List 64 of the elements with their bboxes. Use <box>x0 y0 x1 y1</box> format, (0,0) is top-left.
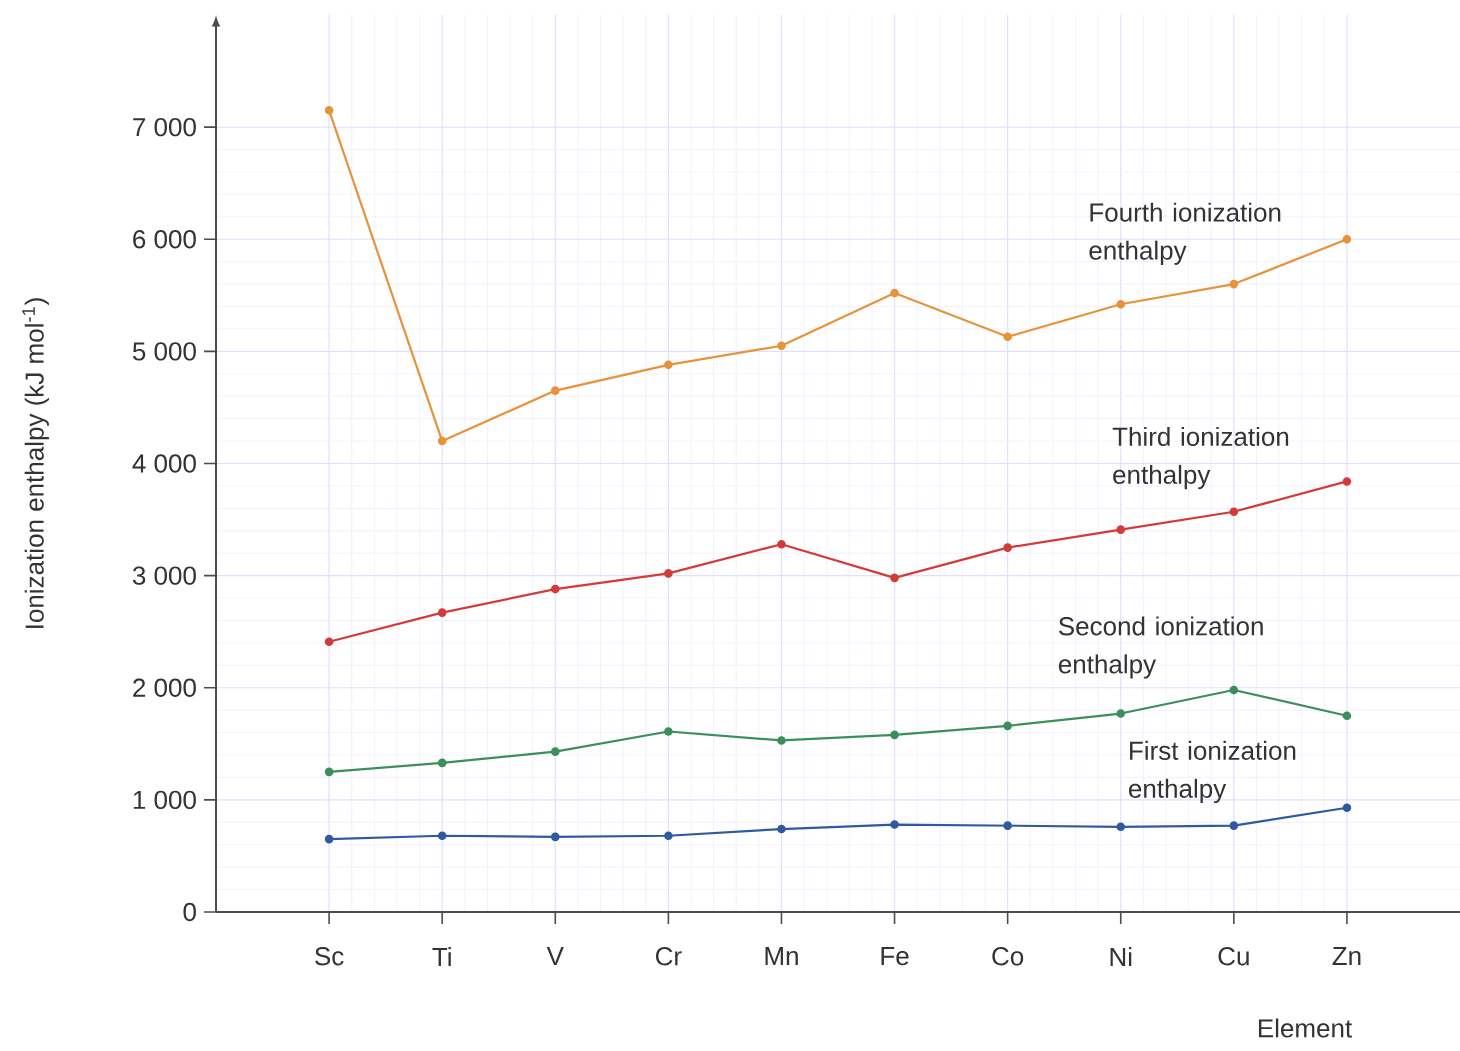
point <box>437 436 447 446</box>
y-tick-label: 6 000 <box>133 230 196 249</box>
point <box>777 824 786 834</box>
point <box>1229 685 1239 695</box>
point <box>437 831 447 841</box>
point <box>1003 721 1012 731</box>
point <box>1342 803 1352 813</box>
point <box>1342 711 1352 721</box>
point <box>1003 821 1012 830</box>
point <box>890 820 899 829</box>
point <box>324 767 334 777</box>
y-tick-label: 0 <box>183 902 196 922</box>
y-tick-label: 5 000 <box>132 342 196 361</box>
point <box>1229 507 1239 517</box>
x-tick-label: Cr <box>655 947 682 966</box>
x-tick-label: Ti <box>432 947 451 966</box>
series-label: First ionization enthalpy <box>1129 740 1296 804</box>
point <box>324 637 334 647</box>
point <box>890 573 899 583</box>
y-tick-label: 1 000 <box>133 790 196 810</box>
point <box>777 736 786 745</box>
point <box>437 608 447 617</box>
x-tick-label: Ni <box>1110 947 1132 966</box>
y-tick-label: 2 000 <box>133 678 196 697</box>
point <box>890 730 899 740</box>
x-tick-label: Cu <box>1218 947 1249 966</box>
series-label: Fourth ionization enthalpy <box>1089 202 1281 265</box>
point <box>324 834 334 844</box>
x-tick-label: Fe <box>881 947 909 966</box>
x-tick-label: Zn <box>1332 947 1361 965</box>
point <box>324 106 334 115</box>
x-tick-label: Co <box>992 947 1024 966</box>
point <box>1003 332 1012 342</box>
point <box>777 539 786 549</box>
y-tick-label: 7 000 <box>133 117 196 137</box>
point <box>550 386 560 395</box>
x-tick-label: Mn <box>765 947 798 965</box>
point <box>777 341 786 351</box>
point <box>1116 299 1126 309</box>
point <box>664 727 673 736</box>
point <box>1116 709 1126 718</box>
y-tick-label: 4 000 <box>132 454 196 473</box>
point <box>550 832 560 842</box>
series-label: Third ionization enthalpy <box>1112 426 1289 490</box>
point <box>664 360 673 370</box>
point <box>1116 822 1126 832</box>
point <box>1003 543 1012 552</box>
point <box>437 758 447 768</box>
point <box>1229 821 1239 830</box>
x-axis-title: Element <box>1258 1018 1352 1038</box>
point <box>664 831 673 841</box>
point <box>1342 234 1352 244</box>
point <box>550 747 560 756</box>
x-tick-label: V <box>546 947 564 965</box>
y-tick-label: 3 000 <box>132 566 196 585</box>
x-tick-label: Sc <box>315 947 344 966</box>
point <box>1116 525 1126 534</box>
point <box>550 584 560 594</box>
point <box>1229 279 1239 289</box>
point <box>664 569 673 578</box>
point <box>1342 477 1352 486</box>
point <box>890 288 899 298</box>
series-label: Second ionization enthalpy <box>1058 616 1263 679</box>
y-axis-title: Ionization enthalpy (kJ mol$^{-1}$) <box>22 298 49 628</box>
